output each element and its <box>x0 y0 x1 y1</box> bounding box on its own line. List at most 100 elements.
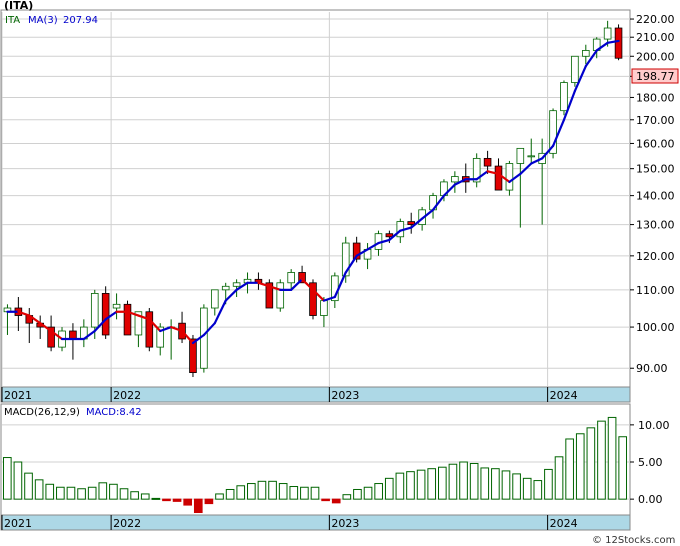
candle-body <box>112 303 121 309</box>
macd-bar <box>193 498 203 514</box>
price-y-tick-label: 120.00 <box>636 250 675 263</box>
ma-segment <box>180 329 195 345</box>
candle-body <box>221 285 230 291</box>
price-x-label: 2022 <box>113 389 141 402</box>
ma-segment <box>497 172 511 184</box>
macd-bar <box>427 468 437 500</box>
ma-segment <box>290 278 304 291</box>
candle-body <box>309 282 317 316</box>
ma-segment <box>573 65 587 93</box>
macd-bar <box>384 477 394 500</box>
macd-bar <box>268 480 277 500</box>
ma-segment <box>213 299 227 325</box>
ma-segment <box>562 89 576 121</box>
ma-segment <box>322 295 336 302</box>
macd-bar <box>607 416 617 500</box>
macd-bar <box>353 488 362 500</box>
ma-segment <box>82 329 96 341</box>
macd-bar <box>480 467 490 500</box>
ma-segment <box>333 271 347 299</box>
price-y-tick-label: 210.00 <box>636 31 675 44</box>
candle-body <box>385 233 394 238</box>
candle-body <box>287 272 295 284</box>
price-x-label: 2024 <box>550 389 578 402</box>
candle-body <box>516 147 525 164</box>
macd-bar <box>34 479 44 500</box>
price-y-tick-label: 150.00 <box>636 163 675 176</box>
candle-body <box>69 330 77 340</box>
price-y-tick-label: 140.00 <box>636 190 675 203</box>
macd-bar <box>597 420 606 500</box>
macd-bar <box>162 498 171 502</box>
ma-segment <box>519 162 533 176</box>
macd-bar <box>448 463 458 500</box>
ma-segment <box>431 194 446 211</box>
ma-segment <box>17 310 31 317</box>
ma-segment <box>104 310 118 321</box>
macd-x-label: 2023 <box>331 517 359 530</box>
price-y-tick-label: 130.00 <box>636 219 675 232</box>
ma-segment <box>344 254 358 274</box>
legend-ma-label: MA(3) <box>28 15 58 26</box>
price-x-axis: 20212022202320242025 <box>1 387 578 402</box>
macd-bar <box>374 483 383 500</box>
price-x-label: 2023 <box>331 389 359 402</box>
ma-segment <box>126 310 140 317</box>
macd-bar <box>406 471 415 500</box>
macd-bar <box>491 468 500 500</box>
macd-bar <box>183 498 192 506</box>
candle-body <box>101 293 110 336</box>
candle-body <box>451 176 459 183</box>
macd-bars <box>2 416 628 514</box>
macd-bar <box>512 473 521 500</box>
ma-segment <box>148 318 162 333</box>
macd-bar <box>56 486 65 500</box>
candle-body <box>265 282 274 309</box>
candle-body <box>320 300 328 316</box>
candle-body <box>494 165 503 191</box>
macd-x-axis-band <box>0 514 631 531</box>
candle-body <box>123 303 132 336</box>
macd-x-label: 2021 <box>4 517 32 530</box>
candle-body <box>614 27 623 59</box>
macd-y-tick-label: 0.00 <box>638 493 663 506</box>
macd-bar <box>225 488 235 500</box>
candlesticks <box>3 20 623 378</box>
macd-y-tick-label: 5.00 <box>638 456 663 469</box>
ma-segment <box>475 170 489 181</box>
ma-segment <box>551 118 566 148</box>
price-y-tick-label: 200.00 <box>636 50 675 63</box>
candle-body <box>483 157 492 167</box>
candle-body <box>505 163 514 191</box>
legend-symbol: ITA <box>5 15 20 26</box>
macd-y-axis: 0.00 5.00 10.00 <box>630 419 670 506</box>
macd-bar <box>289 486 299 500</box>
ma-segment <box>421 208 435 220</box>
macd-bar <box>13 461 23 500</box>
ma-segment <box>442 183 456 197</box>
watermark: © 12Stocks.com <box>592 535 675 546</box>
ma-segment <box>584 49 598 68</box>
macd-y-tick-label: 10.00 <box>638 419 670 432</box>
candle-body <box>232 282 241 287</box>
ma-segment <box>311 288 326 302</box>
macd-bar <box>565 438 574 500</box>
macd-params: MACD(26,12,9) <box>4 407 80 418</box>
macd-bar <box>554 456 564 500</box>
candle-body <box>472 157 481 183</box>
macd-bar <box>331 498 341 504</box>
ma-segment <box>300 278 315 291</box>
candle-body <box>156 326 165 348</box>
ma-segment <box>541 144 555 160</box>
macd-bar <box>2 457 12 500</box>
ma-segment <box>137 314 151 321</box>
macd-bar <box>310 486 320 500</box>
macd-bar <box>151 497 161 500</box>
candle-body <box>603 27 612 40</box>
price-y-tick-label: 170.00 <box>636 114 675 127</box>
macd-bar <box>87 486 97 500</box>
ma-segment <box>191 333 205 345</box>
macd-bar <box>236 485 246 500</box>
ma-segment <box>486 170 500 176</box>
